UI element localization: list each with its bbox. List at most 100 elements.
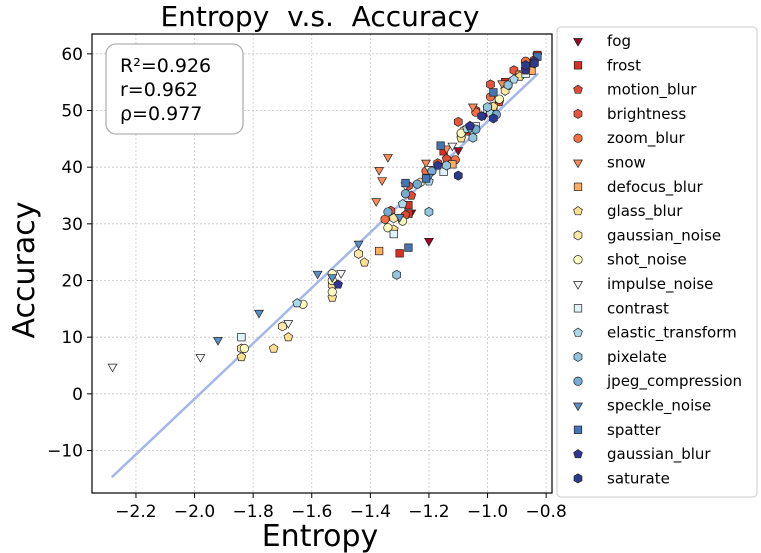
legend-label-speckle-noise: speckle_noise [607, 397, 711, 416]
point-snow [382, 154, 393, 163]
point-frost [395, 249, 404, 258]
y-tick-label: 0 [72, 385, 83, 405]
legend-marker-speckle-noise [573, 402, 583, 412]
legend-label-shot-noise: shot_noise [607, 251, 687, 270]
point-snow [421, 159, 431, 169]
y-axis-ticks: −10 0 10 20 30 40 50 60 [47, 45, 92, 462]
point-spatter [421, 174, 431, 183]
chart-title: Entropy v.s. Accuracy [160, 0, 479, 33]
y-tick-label: 60 [61, 45, 83, 65]
legend: fog frost motion_blur brightness zoom_blursn… [556, 26, 758, 498]
legend-marker-defocus-blur [573, 182, 583, 191]
legend-label-spatter: spatter [607, 421, 662, 439]
point-impulse-noise [447, 142, 458, 152]
point-glass-blur [359, 257, 370, 267]
legend-label-brightness: brightness [607, 105, 686, 123]
point-jpeg-compression [383, 207, 393, 217]
point-speckle-noise [353, 240, 364, 250]
point-snow [371, 198, 382, 207]
point-pixelate [483, 102, 492, 113]
legend-marker-saturate [573, 473, 583, 484]
y-axis-label: Accuracy [7, 202, 42, 339]
point-impulse-noise [336, 270, 347, 279]
x-tick-label: −1.4 [350, 502, 391, 522]
x-tick-label: −1.8 [233, 502, 274, 522]
data-points [107, 50, 543, 373]
legend-marker-shot-noise [573, 255, 583, 265]
legend-label-zoom-blur: zoom_blur [607, 129, 686, 148]
point-shot-noise [494, 94, 504, 104]
plot-frame [91, 33, 553, 494]
point-speckle-noise [254, 309, 264, 319]
stats-box: R²=0.926 r=0.962 ρ=0.977 [105, 43, 244, 135]
point-snow [374, 167, 385, 176]
point-saturate [530, 58, 539, 69]
legend-label-pixelate: pixelate [607, 348, 667, 366]
point-defocus-blur [375, 246, 384, 256]
legend-marker-elastic-transform [573, 327, 583, 337]
point-saturate [489, 113, 498, 124]
point-shot-noise [327, 287, 337, 297]
point-saturate [477, 111, 487, 122]
stats-box-frame [105, 43, 244, 135]
point-gaussian-blur [333, 279, 343, 289]
point-contrast [389, 229, 398, 239]
point-speckle-noise [312, 270, 323, 280]
legend-marker-frost [573, 61, 583, 70]
legend-marker-fog [573, 38, 583, 47]
y-tick-label: 50 [61, 102, 83, 122]
point-saturate [521, 60, 530, 71]
legend-label-snow: snow [607, 154, 646, 172]
fit-line [111, 72, 539, 478]
point-shot-noise [456, 128, 466, 138]
point-spatter [401, 178, 410, 188]
point-impulse-noise [195, 354, 206, 363]
point-pixelate [503, 79, 513, 91]
x-tick-label: −1.2 [408, 502, 449, 522]
point-brightness [453, 116, 463, 127]
stat-spearman-rho: ρ=0.977 [120, 103, 202, 125]
legend-label-jpeg-compression: jpeg_compression [606, 372, 742, 391]
legend-marker-motion-blur [573, 84, 583, 94]
legend-frame [556, 26, 758, 498]
point-pixelate [424, 206, 434, 217]
legend-label-gaussian-noise: gaussian_noise [607, 226, 721, 245]
x-axis-ticks: −2.2 −2.0 −1.8 −1.6 −1.4 −1.2 −1.0 −0.8 [115, 493, 567, 522]
point-speckle-noise [213, 337, 223, 346]
x-tick-label: −1.6 [291, 502, 332, 522]
point-jpeg-compression [412, 179, 422, 189]
y-tick-label: 30 [61, 215, 83, 235]
legend-marker-spatter [573, 425, 583, 434]
point-spatter [436, 141, 445, 150]
point-gaussian-blur [465, 120, 475, 130]
legend-marker-contrast [573, 304, 583, 313]
stat-pearson-r: r=0.962 [120, 79, 198, 101]
point-elastic-transform [292, 298, 302, 308]
point-speckle-noise [394, 214, 405, 223]
x-tick-label: −2.0 [174, 502, 215, 522]
legend-label-contrast: contrast [607, 299, 669, 317]
point-impulse-noise [283, 320, 294, 329]
legend-label-motion-blur: motion_blur [607, 81, 697, 100]
legend-marker-jpeg-compression [573, 376, 583, 386]
x-tick-label: −1.0 [467, 502, 508, 522]
x-tick-label: −2.2 [115, 502, 156, 522]
point-brightness [486, 79, 495, 90]
x-tick-label: −0.8 [525, 502, 566, 522]
legend-marker-impulse-noise [573, 281, 583, 290]
y-tick-label: 20 [61, 272, 83, 292]
point-contrast [237, 333, 246, 342]
point-elastic-transform [397, 198, 408, 209]
y-tick-label: 40 [61, 158, 83, 178]
legend-label-fog: fog [607, 32, 631, 50]
legend-marker-zoom-blur [573, 133, 583, 143]
point-glass-blur [268, 343, 279, 353]
point-fog [423, 237, 434, 247]
x-axis-label: Entropy [262, 519, 379, 553]
point-elastic-transform [509, 74, 519, 84]
legend-label-elastic-transform: elastic_transform [607, 324, 737, 343]
legend-label-defocus-blur: defocus_blur [607, 178, 703, 197]
point-pixelate [392, 269, 402, 280]
point-gaussian-noise [354, 248, 363, 259]
